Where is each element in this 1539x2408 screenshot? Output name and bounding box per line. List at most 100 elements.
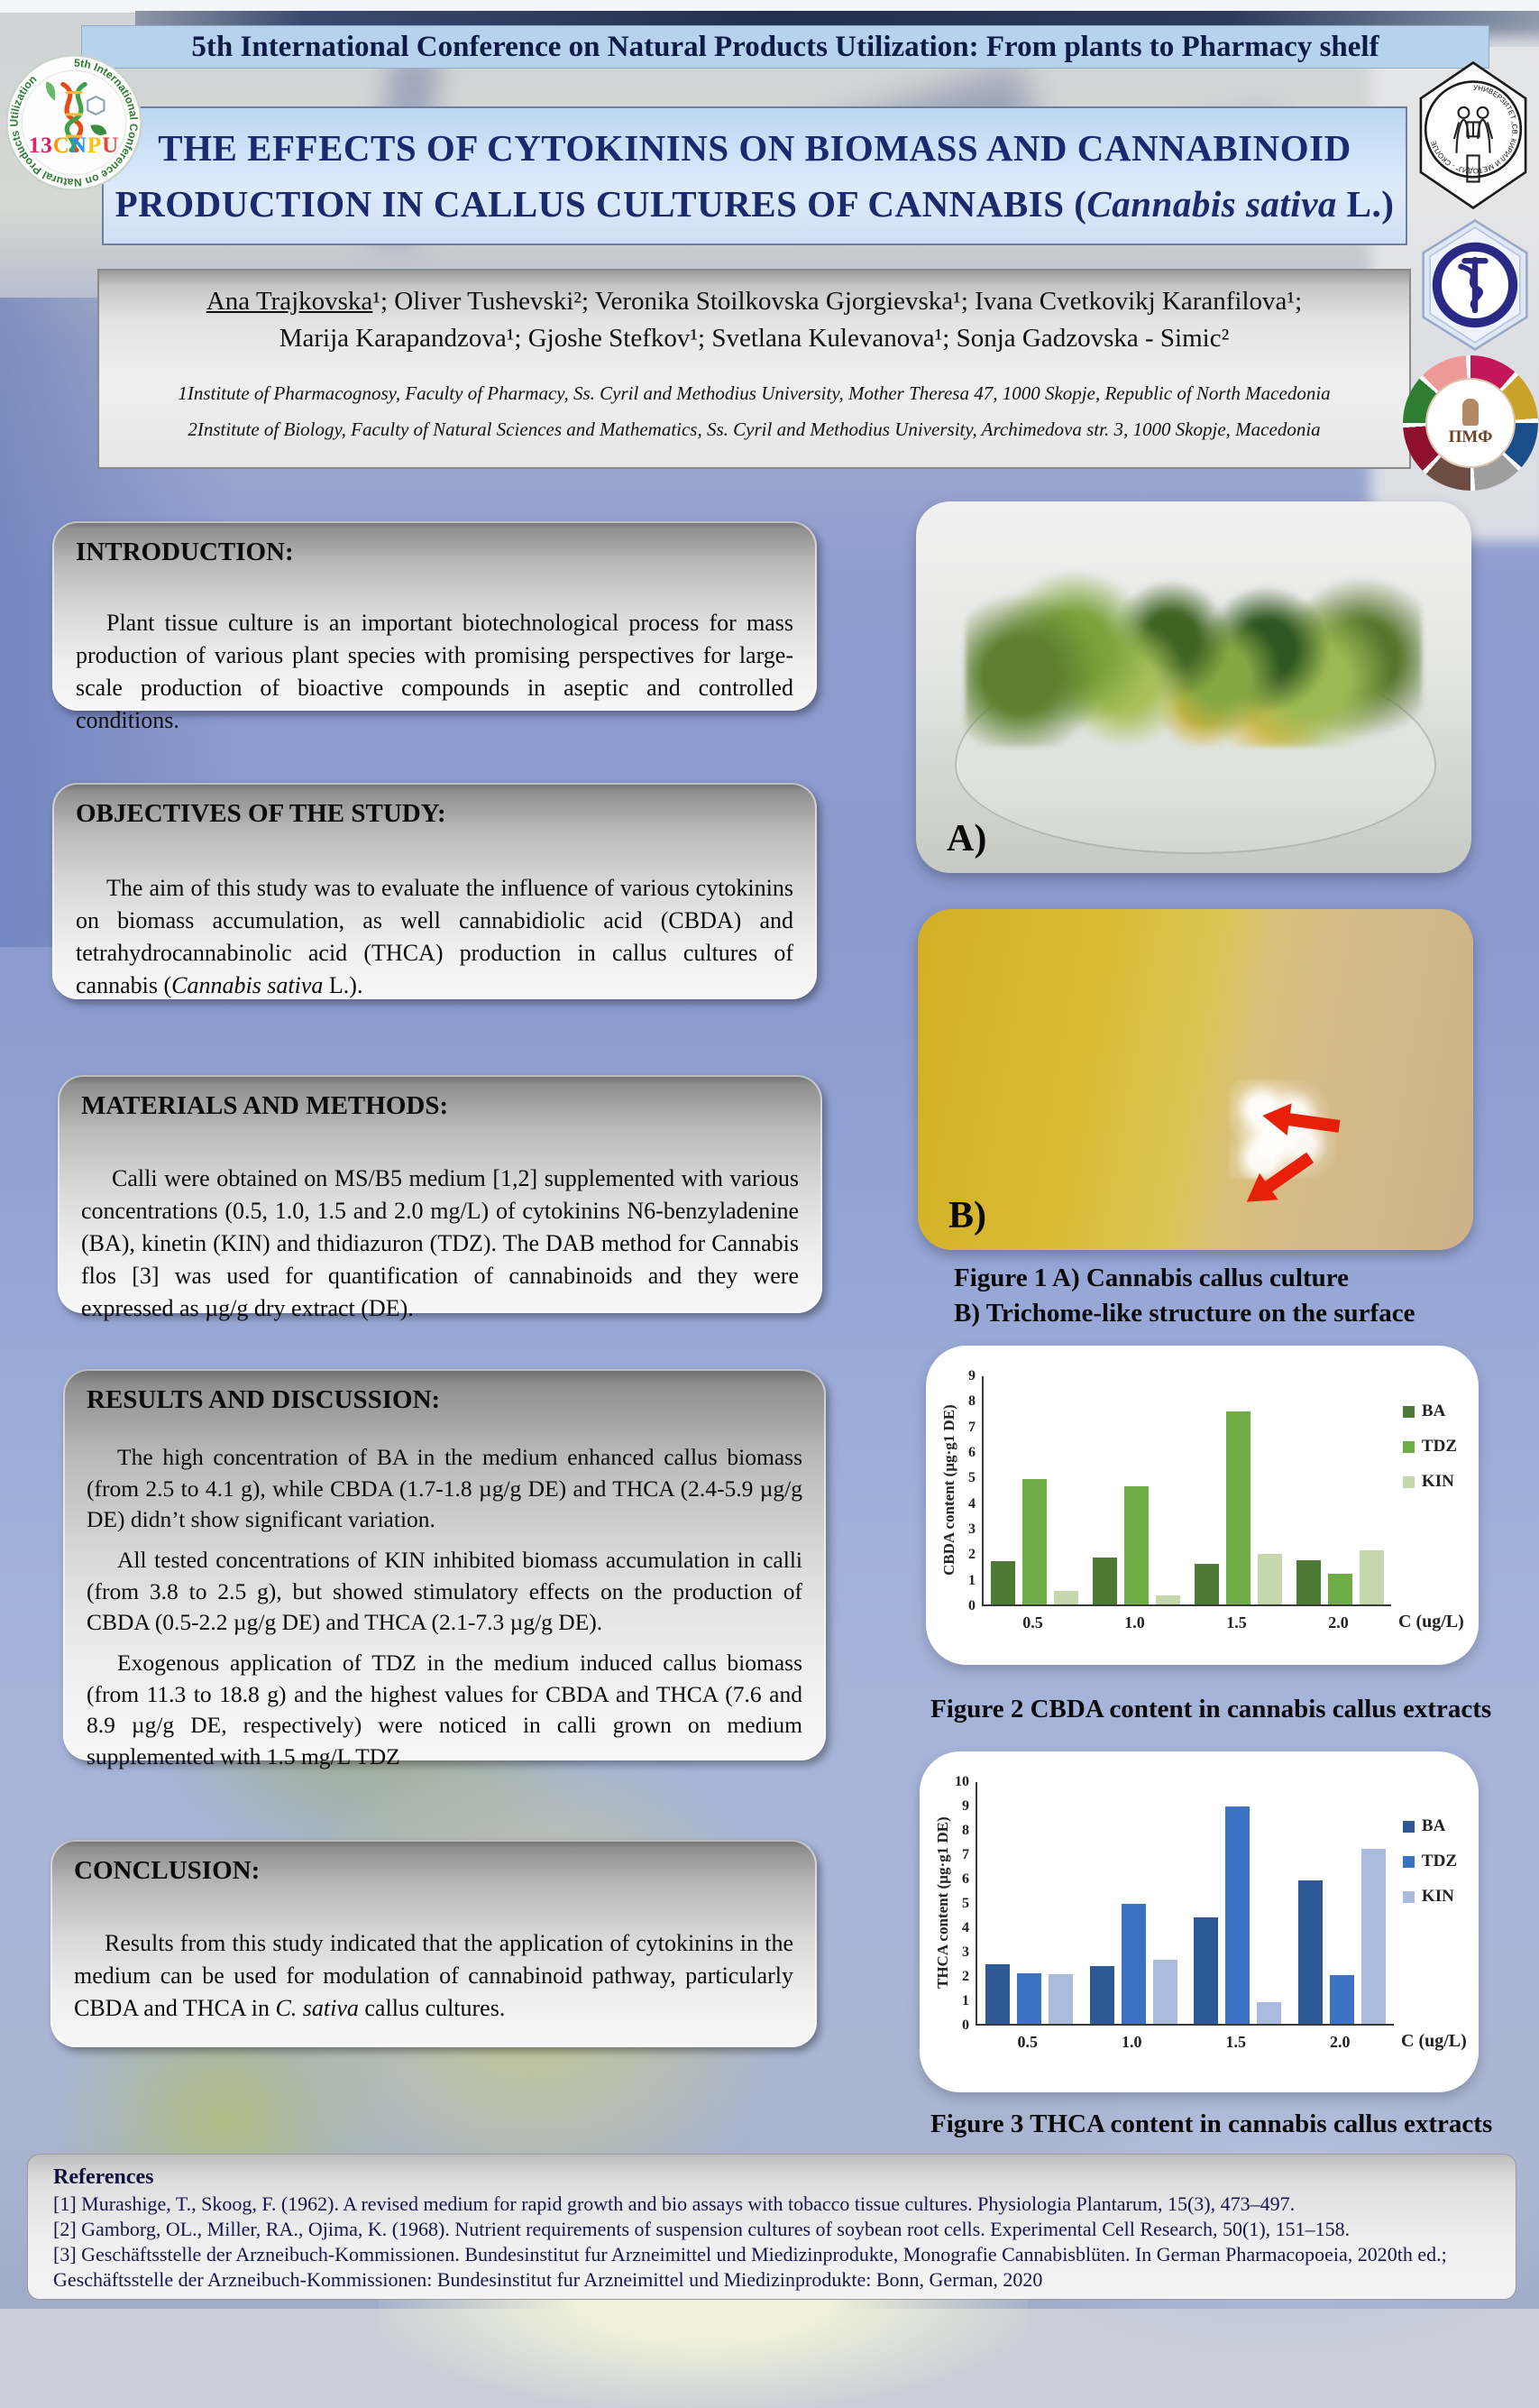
bar-group-0.5	[991, 1376, 1078, 1604]
poster-title-box: THE EFFECTS OF CYTOKININS ON BIOMASS AND…	[102, 106, 1407, 245]
bar-TDZ-1.0	[1121, 1904, 1146, 2024]
y-tick-label: 0	[968, 1598, 976, 1613]
pmf-logo-center: ПМФ	[1425, 378, 1516, 468]
logo-letter: 3	[41, 133, 53, 158]
bar-TDZ-1.5	[1225, 1806, 1250, 2024]
bar-KIN-2.0	[1360, 1549, 1384, 1604]
objectives-body: The aim of this study was to evaluate th…	[76, 872, 793, 1002]
x-tick-label: 1.5	[1226, 1613, 1247, 1631]
photo-b-label: B)	[948, 1195, 986, 1236]
bar-BA-2.0	[1297, 1880, 1323, 2024]
bar-BA-1.5	[1195, 1564, 1219, 1604]
y-tick-label: 6	[962, 1871, 969, 1887]
x-axis-ticks: 0.5 1.0 1.5 2.0	[982, 1613, 1389, 1632]
pharmacy-emblem-logo	[1417, 218, 1533, 352]
reference-item: [1] Murashige, T., Skoog, F. (1962). A r…	[53, 2192, 1296, 2215]
bar-TDZ-0.5	[1017, 1972, 1042, 2024]
x-axis-label: C (ug/L)	[1401, 2031, 1467, 2051]
poster-title-line2-italic: Cannabis sativa	[1086, 183, 1337, 225]
y-tick-label: 4	[968, 1495, 976, 1512]
chart-legend: BA TDZ KIN	[1402, 1402, 1457, 1492]
conclusion-body-pre: Results from this study indicated that t…	[74, 1930, 793, 2021]
bar-group-1.0	[1089, 1782, 1177, 2024]
legend-item-KIN: KIN	[1402, 1472, 1457, 1492]
monk-figure-icon	[1462, 399, 1479, 426]
conference-banner-text: 5th International Conference on Natural …	[191, 30, 1379, 63]
y-tick-label: 1	[968, 1572, 976, 1588]
authors-line1-rest: ¹; Oliver Tushevski²; Veronika Stoilkovs…	[372, 287, 1303, 316]
section-results-discussion: RESULTS AND DISCUSSION: The high concent…	[63, 1369, 826, 1769]
x-axis-ticks: 0.5 1.0 1.5 2.0	[976, 2033, 1392, 2052]
conference-logo-acronym: 13CNPU	[5, 133, 142, 159]
y-tick-label: 2	[962, 1969, 969, 1984]
authors-box: Ana Trajkovska¹; Oliver Tushevski²; Vero…	[97, 269, 1411, 469]
x-tick-label: 2.0	[1328, 1613, 1349, 1631]
figure3-caption: Figure 3 THCA content in cannabis callus…	[930, 2109, 1493, 2138]
leaf-icon	[90, 124, 107, 135]
x-tick-label: 2.0	[1330, 2033, 1351, 2051]
background-top-margin	[0, 0, 1539, 13]
legend-swatch	[1402, 1405, 1415, 1418]
red-arrow-icon	[1262, 1103, 1341, 1136]
bar-BA-1.5	[1194, 1917, 1219, 2024]
legend-swatch	[1402, 1820, 1415, 1833]
logo-letter: P	[87, 133, 103, 158]
bar-TDZ-0.5	[1022, 1478, 1047, 1604]
bar-KIN-1.5	[1258, 1553, 1282, 1604]
affiliation-2: 2Institute of Biology, Faculty of Natura…	[188, 418, 1321, 441]
figure2-caption: Figure 2 CBDA content in cannabis callus…	[930, 1695, 1492, 1723]
conference-logo: 5th International Conference on Natural …	[5, 54, 142, 191]
y-tick-label: 10	[955, 1774, 969, 1789]
logo-letter: U	[102, 133, 120, 158]
legend-label: BA	[1421, 1816, 1446, 1835]
results-paragraph-1: The high concentration of BA in the medi…	[87, 1444, 802, 1533]
bar-KIN-1.0	[1152, 1959, 1177, 2024]
legend-label: KIN	[1421, 1472, 1454, 1491]
legend-item-BA: BA	[1402, 1402, 1457, 1421]
affiliation-1: 1Institute of Pharmacognosy, Faculty of …	[178, 382, 1331, 405]
legend-label: TDZ	[1421, 1437, 1457, 1456]
objectives-body-italic: Cannabis sativa	[171, 971, 324, 998]
section-materials-methods: MATERIALS AND METHODS: Calli were obtain…	[58, 1075, 822, 1321]
y-tick-label: 4	[962, 1920, 969, 1935]
reference-item: [3] Geschäftsstelle der Arzneibuch-Kommi…	[53, 2243, 1447, 2292]
legend-swatch	[1402, 1475, 1415, 1488]
x-tick-label: 0.5	[1017, 2033, 1039, 2051]
figure1-caption: Figure 1 A) Cannabis callus culture B) T…	[954, 1261, 1513, 1331]
x-tick-label: 1.0	[1124, 1613, 1145, 1631]
y-axis-label: THCA content (µg·g1 DE)	[934, 1816, 951, 1990]
photo-a-label: A)	[947, 818, 987, 859]
plot-area	[976, 1782, 1394, 2026]
y-tick-label: 3	[968, 1521, 976, 1537]
objectives-body-pre: The aim of this study was to evaluate th…	[76, 875, 793, 998]
legend-item-TDZ: TDZ	[1402, 1852, 1457, 1871]
bar-TDZ-2.0	[1329, 1975, 1354, 2024]
bar-BA-0.5	[985, 1964, 1011, 2024]
x-axis-label: C (ug/L)	[1398, 1612, 1464, 1631]
results-heading: RESULTS AND DISCUSSION:	[87, 1385, 441, 1414]
introduction-heading: INTRODUCTION:	[76, 538, 294, 566]
results-paragraph-2: All tested concentrations of KIN inhibit…	[87, 1547, 802, 1636]
legend-item-TDZ: TDZ	[1402, 1437, 1457, 1457]
bar-TDZ-2.0	[1328, 1574, 1352, 1604]
plot-area	[982, 1376, 1391, 1606]
bar-KIN-1.5	[1257, 2001, 1282, 2024]
university-seal-icon: УНИВЕРЗИТЕТ „СВ. КИРИЛ И МЕТОДИЈ“ - СКОП…	[1419, 60, 1527, 210]
y-tick-label: 9	[968, 1368, 976, 1383]
figure3-thca-chart: THCA content (µg·g1 DE) 0 1 2 3 4 5 6 7 8 9 10 0.5…	[920, 1751, 1479, 2092]
logo-letter: C	[52, 133, 70, 158]
conclusion-heading: CONCLUSION:	[74, 1856, 261, 1885]
y-tick-label: 7	[968, 1419, 976, 1435]
poster-title-line1: THE EFFECTS OF CYTOKININS ON BIOMASS AND…	[158, 127, 1351, 169]
bar-group-1.0	[1093, 1376, 1180, 1604]
results-paragraph-3: Exogenous application of TDZ in the medi…	[87, 1650, 802, 1770]
bar-groups	[977, 1782, 1394, 2024]
bar-KIN-0.5	[1054, 1590, 1078, 1604]
pmf-logo-text: ПМФ	[1448, 427, 1493, 446]
bar-BA-2.0	[1296, 1559, 1321, 1604]
y-tick-label: 8	[968, 1393, 976, 1410]
chart-legend: BA TDZ KIN	[1402, 1816, 1457, 1907]
references-heading: References	[53, 2165, 154, 2189]
leaf-icon	[45, 81, 56, 101]
logo-letter: N	[69, 133, 87, 158]
